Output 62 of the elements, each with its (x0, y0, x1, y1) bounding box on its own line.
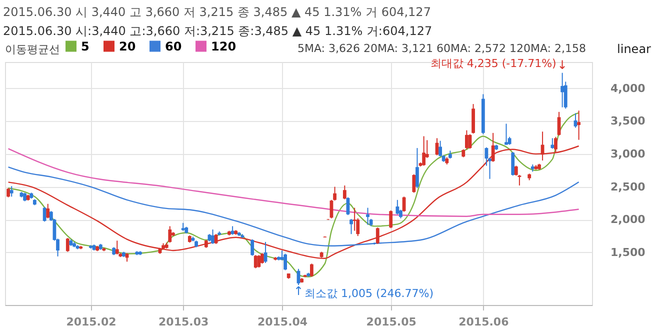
x-tick-label: 2015.05 (366, 316, 416, 328)
text: 2015.06.30 시:3,440 고:3,660 저:3,215 종:3,485 ▲ 45 1.31% 거:604,127 (3, 24, 432, 38)
y-tick-label: 2,500 (610, 180, 646, 194)
legend-label: 5 (81, 39, 90, 54)
candlestick (396, 199, 400, 215)
candlestick (250, 238, 254, 256)
legend-title: 이동평균선 (5, 43, 60, 56)
candlestick (550, 138, 554, 150)
candlestick (168, 226, 172, 244)
candlestick (254, 254, 258, 269)
annotation: ↑ (293, 284, 304, 298)
annotation: 최대값 4,235 (-17.71%) (430, 56, 556, 70)
candlestick (115, 240, 119, 255)
y-tick-label: 2,000 (610, 213, 646, 226)
text: 5MA: 3,626 20MA: 3,121 60MA: 2,572 120MA: 2,158 (297, 42, 586, 55)
x-tick-label: 2015.06 (458, 316, 510, 328)
candlestick (10, 186, 14, 198)
candlestick (574, 112, 578, 128)
candlestick (422, 136, 426, 166)
x-tick-label: 2015.03 (158, 316, 209, 328)
candlestick (376, 227, 380, 244)
candlestick (352, 207, 356, 232)
annotation: 최소값 1,005 (246.77%) (304, 286, 434, 300)
candlestick (6, 188, 10, 198)
legend-label: 20 (119, 39, 136, 54)
candlestick (389, 210, 393, 229)
candlestick (66, 238, 70, 252)
candlestick (214, 234, 218, 244)
candlestick (560, 72, 564, 108)
candlestick (416, 148, 419, 189)
candlestick (504, 123, 508, 146)
annotation: ↓ (557, 58, 568, 72)
candlestick (257, 254, 261, 268)
candlestick (350, 218, 353, 235)
candlestick (514, 165, 518, 176)
x-tick-label: 2015.04 (257, 316, 308, 328)
candlestick (211, 228, 214, 244)
legend-label: 120 (211, 39, 236, 54)
line-series (8, 112, 580, 278)
x-tick-label: 2015.02 (66, 316, 116, 328)
candlestick (310, 263, 314, 278)
candlestick (412, 174, 416, 194)
y-tick-label: 1,500 (610, 246, 646, 259)
y-tick-label: 4,000 (610, 82, 646, 95)
y-tick-label: 3,000 (610, 147, 646, 160)
candlestick (557, 111, 561, 136)
candlestick (511, 151, 515, 176)
candlestick (42, 206, 46, 222)
y-tick-label: 3,500 (610, 114, 646, 128)
text: linear (617, 42, 652, 56)
candlestick (464, 130, 468, 150)
candlestick (260, 252, 264, 264)
candlestick (342, 184, 346, 200)
candlestick (46, 203, 50, 219)
line-series (8, 148, 580, 217)
candlestick (284, 253, 288, 271)
candlestick (333, 186, 336, 202)
candlestick (577, 110, 581, 140)
legend-label: 60 (165, 39, 182, 54)
text: 2015.06.30 시 3,440 고 3,660 저 3,215 종 3,485 ▲ 45 1.31% 거 604,127 (3, 5, 431, 19)
line-series (8, 166, 580, 246)
candlestick (366, 207, 370, 226)
